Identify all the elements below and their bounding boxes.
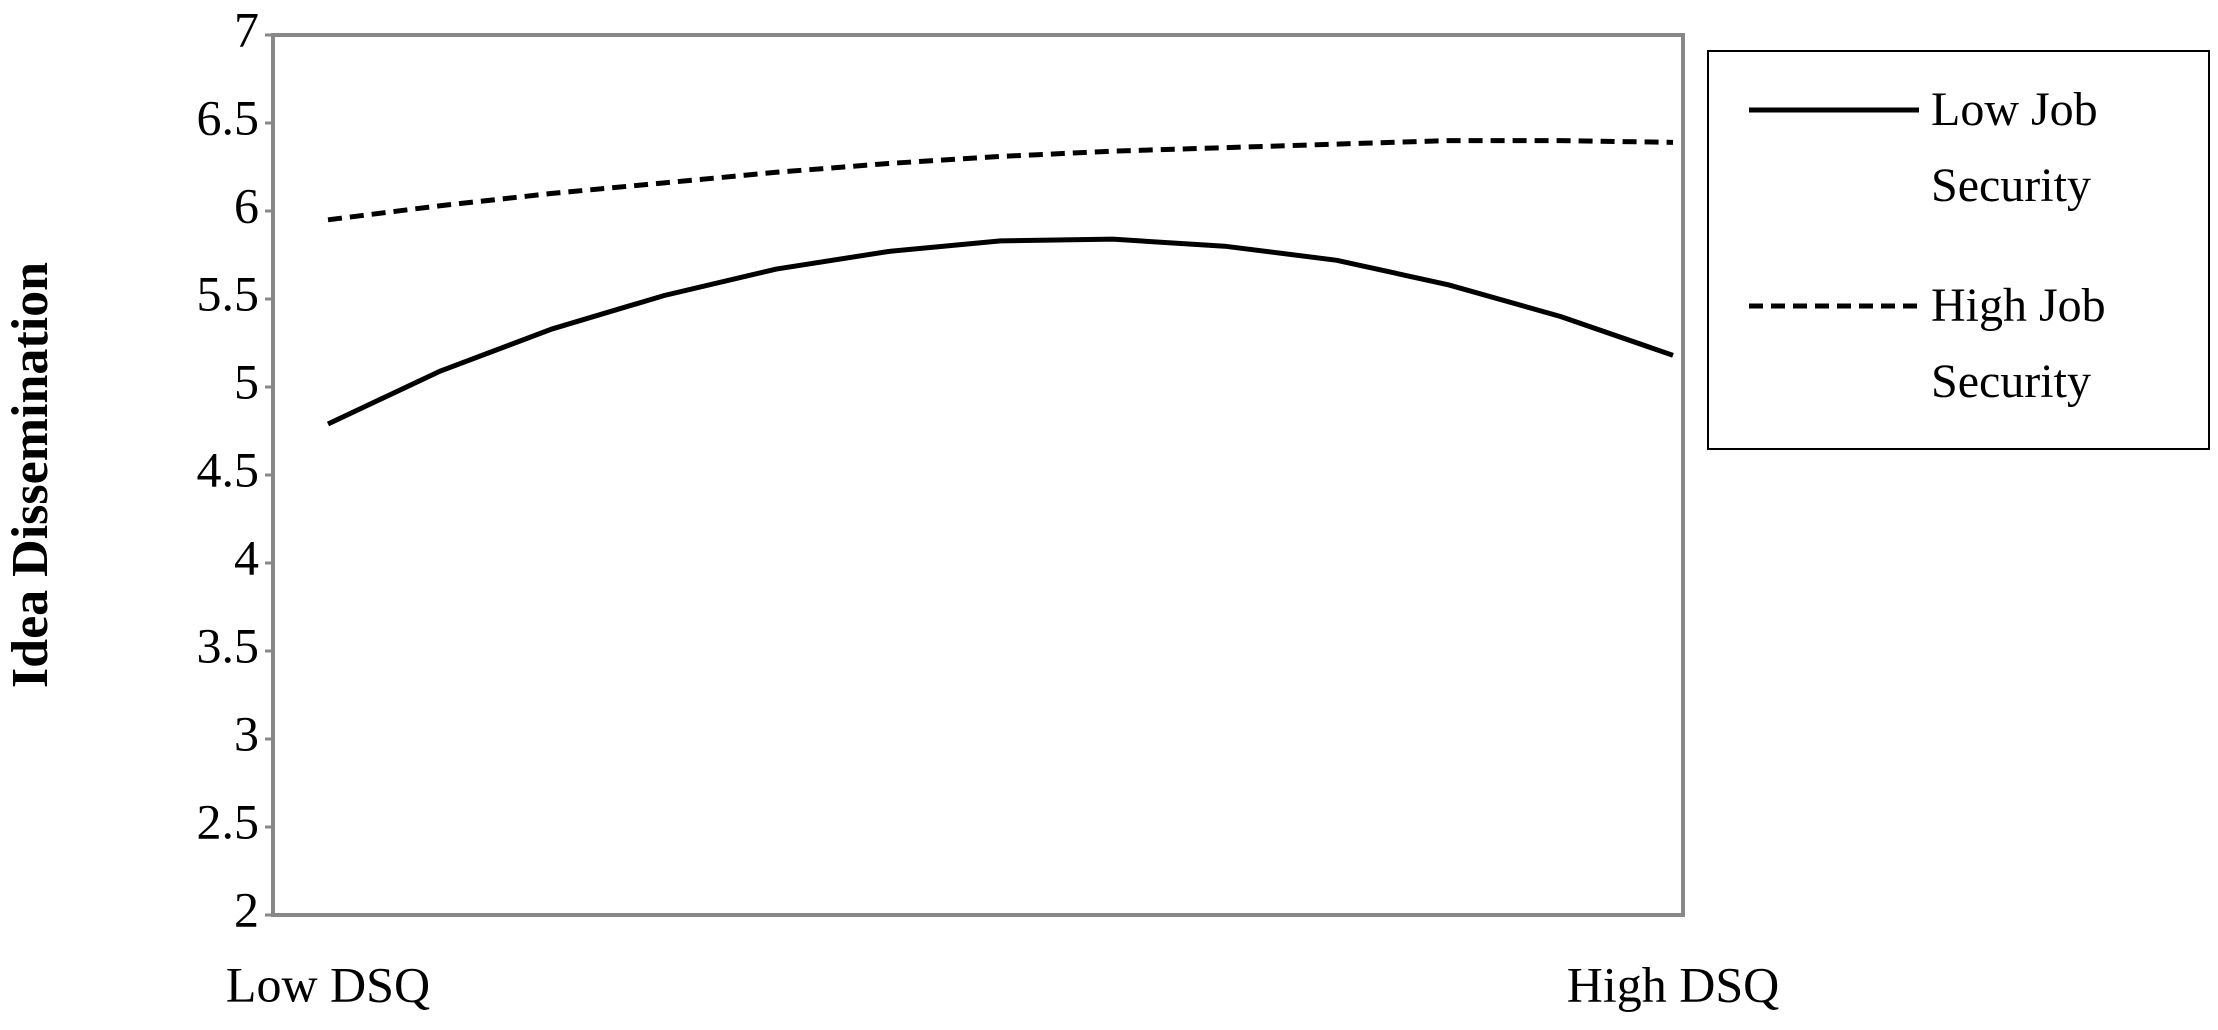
- y-tick-label: 6: [234, 177, 259, 233]
- series-line: [327, 138, 1674, 223]
- series-line: [326, 236, 1674, 427]
- y-tick-label: 3: [234, 705, 259, 761]
- y-tick-label: 4: [234, 529, 259, 585]
- legend-swatch: [1749, 303, 1919, 309]
- legend-swatch: [1749, 107, 1919, 113]
- y-tick-label: 3.5: [197, 617, 260, 673]
- y-tick-label: 7: [234, 1, 259, 57]
- y-tick-label: 2.5: [197, 793, 260, 849]
- legend: Low Job Security High Job Security: [1707, 50, 2210, 450]
- y-tick-label: 5: [234, 353, 259, 409]
- legend-label: High Job Security: [1931, 279, 2106, 408]
- legend-item: Low Job Security: [1749, 83, 2171, 224]
- x-tick-label: Low DSQ: [226, 956, 430, 1012]
- y-tick-label: 2: [234, 881, 259, 937]
- x-tick-label: High DSQ: [1567, 956, 1780, 1012]
- y-tick-label: 4.5: [197, 441, 260, 497]
- y-tick-label: 6.5: [197, 89, 260, 145]
- legend-item: High Job Security: [1749, 279, 2171, 420]
- y-tick-label: 5.5: [197, 265, 260, 321]
- y-axis-label: Idea Dissemination: [2, 262, 59, 688]
- plot-frame: [271, 33, 1685, 917]
- legend-label: Low Job Security: [1931, 83, 2098, 212]
